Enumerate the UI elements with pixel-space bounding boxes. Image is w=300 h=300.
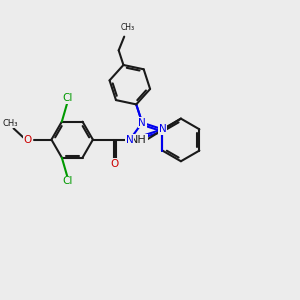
Text: NH: NH xyxy=(130,135,147,145)
Text: N: N xyxy=(159,124,166,134)
Text: CH₃: CH₃ xyxy=(121,22,135,32)
Text: CH₃: CH₃ xyxy=(2,119,18,128)
Text: N: N xyxy=(138,118,146,128)
Text: N: N xyxy=(126,135,134,145)
Text: Cl: Cl xyxy=(62,176,72,186)
Text: Cl: Cl xyxy=(62,93,72,103)
Text: O: O xyxy=(110,159,118,169)
Text: O: O xyxy=(24,135,32,145)
